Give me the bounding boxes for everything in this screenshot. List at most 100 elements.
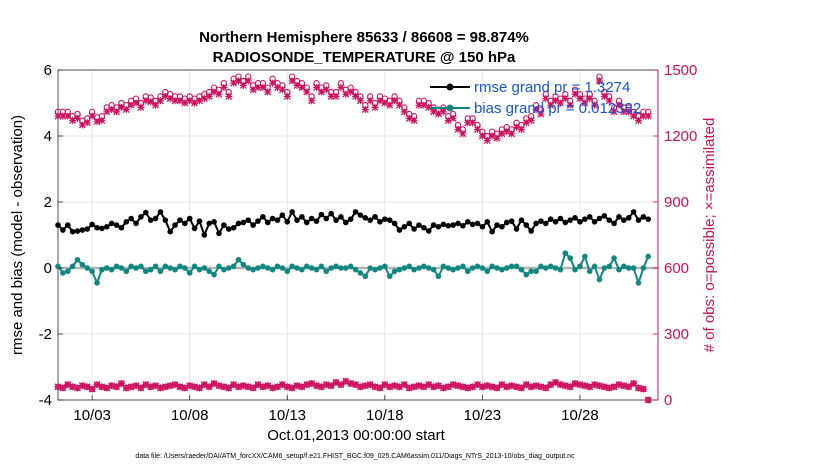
obs-count-assimilated-point: [195, 384, 203, 392]
y-right-tick-label: 1200: [664, 128, 697, 145]
rmse-point: [606, 217, 613, 223]
obs-count-assimilated-point: [244, 77, 252, 85]
obs-count-assimilated-point: [142, 97, 150, 105]
bias-point: [328, 265, 334, 271]
obs-count-assimilated-point: [308, 97, 316, 105]
bias-point: [543, 265, 549, 271]
y-axis-label-right: # of obs: o=possible; ×=assimilated: [701, 118, 718, 353]
rmse-point: [255, 218, 261, 224]
rmse-point: [455, 220, 461, 227]
rmse-point: [489, 228, 495, 235]
obs-count-assimilated-point: [259, 383, 267, 391]
bias-point: [430, 266, 437, 273]
obs-count-assimilated-point: [161, 383, 169, 391]
obs-count-assimilated-point: [225, 92, 233, 100]
bias-point: [421, 263, 427, 270]
obs-count-assimilated-point: [474, 125, 482, 133]
obs-count-assimilated-point: [537, 383, 545, 391]
obs-count-assimilated-point: [337, 84, 345, 92]
obs-count-assimilated-point: [566, 101, 574, 109]
rmse-point: [260, 214, 266, 220]
rmse-point: [386, 217, 393, 223]
bias-point: [240, 261, 247, 268]
rmse-point: [128, 215, 134, 222]
y-axis-label-left: rmse and bias (model - observation): [9, 115, 26, 355]
rmse-point: [172, 222, 178, 228]
bias-point: [582, 253, 588, 260]
bias-point: [611, 255, 617, 261]
rmse-point: [55, 222, 61, 228]
bias-point: [362, 273, 369, 280]
rmse-point: [60, 227, 66, 233]
obs-count-assimilated-point: [542, 95, 550, 103]
bias-point: [513, 263, 520, 270]
rmse-point: [186, 215, 193, 222]
y-right-tick-label: 0: [664, 392, 672, 409]
bias-point: [572, 266, 578, 273]
axis-ticks: 10/03 10/08 10/13 10/18 10/23 10/28 -4 -2 0 2 4 6 0 3…: [39, 62, 698, 424]
bias-point: [64, 268, 71, 275]
rmse-point: [108, 220, 115, 227]
obs-count-assimilated-point: [322, 86, 330, 94]
bias-point: [318, 263, 325, 270]
bias-point: [445, 265, 452, 271]
obs-count-assimilated-point: [303, 381, 311, 389]
rmse-point: [499, 223, 505, 230]
rmse-point: [625, 215, 632, 221]
bias-point: [152, 263, 159, 270]
obs-count-assimilated-point: [488, 383, 496, 391]
rmse-point: [313, 218, 320, 224]
obs-count-assimilated-point: [591, 101, 599, 109]
rmse-point: [235, 220, 242, 227]
rmse-point: [372, 214, 378, 220]
x-tick-label: 10/03: [73, 407, 111, 424]
rmse-point: [294, 217, 300, 223]
rmse-point: [430, 222, 437, 228]
obs-count-assimilated-point: [83, 119, 91, 127]
y-left-tick-label: -2: [39, 326, 52, 343]
bias-point: [69, 263, 76, 270]
obs-count-assimilated-point: [127, 383, 135, 391]
chart-title: Northern Hemisphere 85633 / 86608 = 98.8…: [199, 29, 529, 46]
rmse-point: [245, 217, 252, 223]
obs-count-assimilated-point: [630, 112, 638, 120]
rmse-point: [333, 217, 339, 223]
obs-count-assimilated-point: [98, 117, 106, 125]
obs-count-assimilated-point: [459, 383, 467, 391]
rmse-point: [406, 220, 413, 227]
obs-count-assimilated-point: [464, 384, 472, 392]
obs-count-assimilated-point: [449, 114, 457, 122]
legend-rmse-label: rmse grand pr = 1.3274: [474, 79, 630, 96]
obs-count-assimilated-point: [571, 380, 579, 387]
obs-count-assimilated-point: [395, 101, 403, 109]
rmse-point: [269, 215, 276, 222]
bias-point: [464, 268, 471, 275]
obs-count-assimilated-point: [561, 95, 569, 103]
bias-point: [294, 265, 300, 271]
obs-count-assimilated-point: [74, 114, 82, 122]
bias-point: [489, 263, 495, 270]
rmse-point: [469, 221, 476, 228]
obs-count-assimilated-point: [356, 97, 364, 105]
obs-count-assimilated-point: [176, 383, 184, 391]
rmse-point: [133, 220, 139, 227]
obs-count-assimilated-point: [293, 382, 301, 390]
obs-count-assimilated-point: [283, 383, 291, 391]
obs-count-assimilated-point: [454, 382, 462, 390]
bias-point: [479, 265, 486, 271]
obs-count-assimilated-point: [644, 112, 652, 120]
chart-subtitle: RADIOSONDE_TEMPERATURE @ 150 hPa: [213, 49, 516, 66]
bias-point: [508, 263, 515, 270]
bias-point: [503, 265, 510, 271]
bias-point: [484, 268, 491, 275]
bias-point: [635, 280, 642, 286]
bias-point: [357, 270, 364, 276]
rmse-point: [157, 209, 164, 215]
obs-count-assimilated-point: [634, 384, 642, 392]
obs-count-assimilated-point: [483, 382, 491, 390]
y-left-tick-label: -4: [39, 392, 52, 409]
obs-count-assimilated-point: [78, 382, 86, 390]
rmse-point: [279, 212, 286, 218]
rmse-point: [347, 216, 354, 222]
obs-count-assimilated-point: [205, 383, 213, 391]
